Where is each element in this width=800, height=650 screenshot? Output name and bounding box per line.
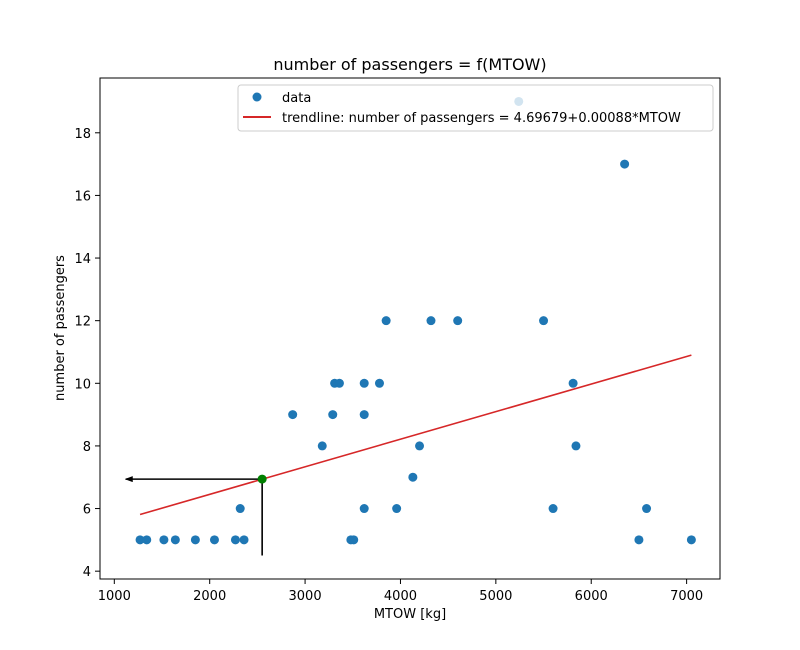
x-tick-label: 6000 <box>575 589 608 604</box>
x-tick-label: 1000 <box>98 589 131 604</box>
legend-data-marker <box>252 92 262 102</box>
data-point <box>317 441 327 451</box>
x-tick-label: 3000 <box>289 589 322 604</box>
data-point <box>571 441 581 451</box>
data-point <box>548 504 558 514</box>
trendline <box>139 354 692 516</box>
data-point <box>334 378 344 388</box>
data-point <box>620 159 630 169</box>
data-point <box>159 535 169 545</box>
x-tick-label: 7000 <box>670 589 703 604</box>
y-tick-label: 6 <box>83 503 91 518</box>
data-point <box>190 535 200 545</box>
data-point <box>209 535 219 545</box>
y-tick-label: 4 <box>83 565 91 580</box>
y-tick-label: 14 <box>74 252 91 267</box>
x-axis: 1000 2000 3000 4000 5000 6000 7000 <box>98 579 703 604</box>
y-axis: 4 6 8 10 12 14 16 18 <box>74 127 100 580</box>
x-tick-label: 2000 <box>193 589 226 604</box>
highlight-point <box>257 474 267 484</box>
data-point <box>568 378 578 388</box>
data-point <box>381 316 391 326</box>
data-point <box>142 535 152 545</box>
legend-box <box>237 84 714 132</box>
y-tick-label: 16 <box>74 189 91 204</box>
data-point <box>359 378 369 388</box>
data-point <box>230 535 240 545</box>
x-tick-label: 4000 <box>384 589 417 604</box>
data-point <box>359 504 369 514</box>
x-tick-label: 5000 <box>479 589 512 604</box>
data-point <box>426 316 436 326</box>
plot-area <box>124 96 696 556</box>
legend: data trendline: number of passengers = 4… <box>237 84 714 132</box>
data-point <box>135 535 145 545</box>
data-point <box>634 535 644 545</box>
y-axis-label: number of passengers <box>53 255 68 401</box>
chart-title: number of passengers = f(MTOW) <box>273 55 546 74</box>
data-point <box>539 316 549 326</box>
data-point <box>288 410 298 420</box>
y-tick-label: 12 <box>74 315 91 330</box>
data-point <box>239 535 249 545</box>
data-point <box>392 504 402 514</box>
data-point <box>349 535 359 545</box>
data-point <box>328 410 338 420</box>
data-point <box>453 316 463 326</box>
y-tick-label: 10 <box>74 377 91 392</box>
data-point <box>235 504 245 514</box>
data-point <box>415 441 425 451</box>
x-axis-label: MTOW [kg] <box>374 607 446 622</box>
y-tick-label: 18 <box>74 127 91 142</box>
legend-trendline-label: trendline: number of passengers = 4.6967… <box>282 111 681 126</box>
data-point <box>408 472 418 482</box>
legend-data-label: data <box>282 91 311 106</box>
data-point <box>686 535 696 545</box>
data-point <box>642 504 652 514</box>
data-point <box>359 410 369 420</box>
data-point <box>374 378 384 388</box>
data-point <box>170 535 180 545</box>
plot-frame <box>99 77 721 580</box>
y-tick-label: 8 <box>83 440 91 455</box>
